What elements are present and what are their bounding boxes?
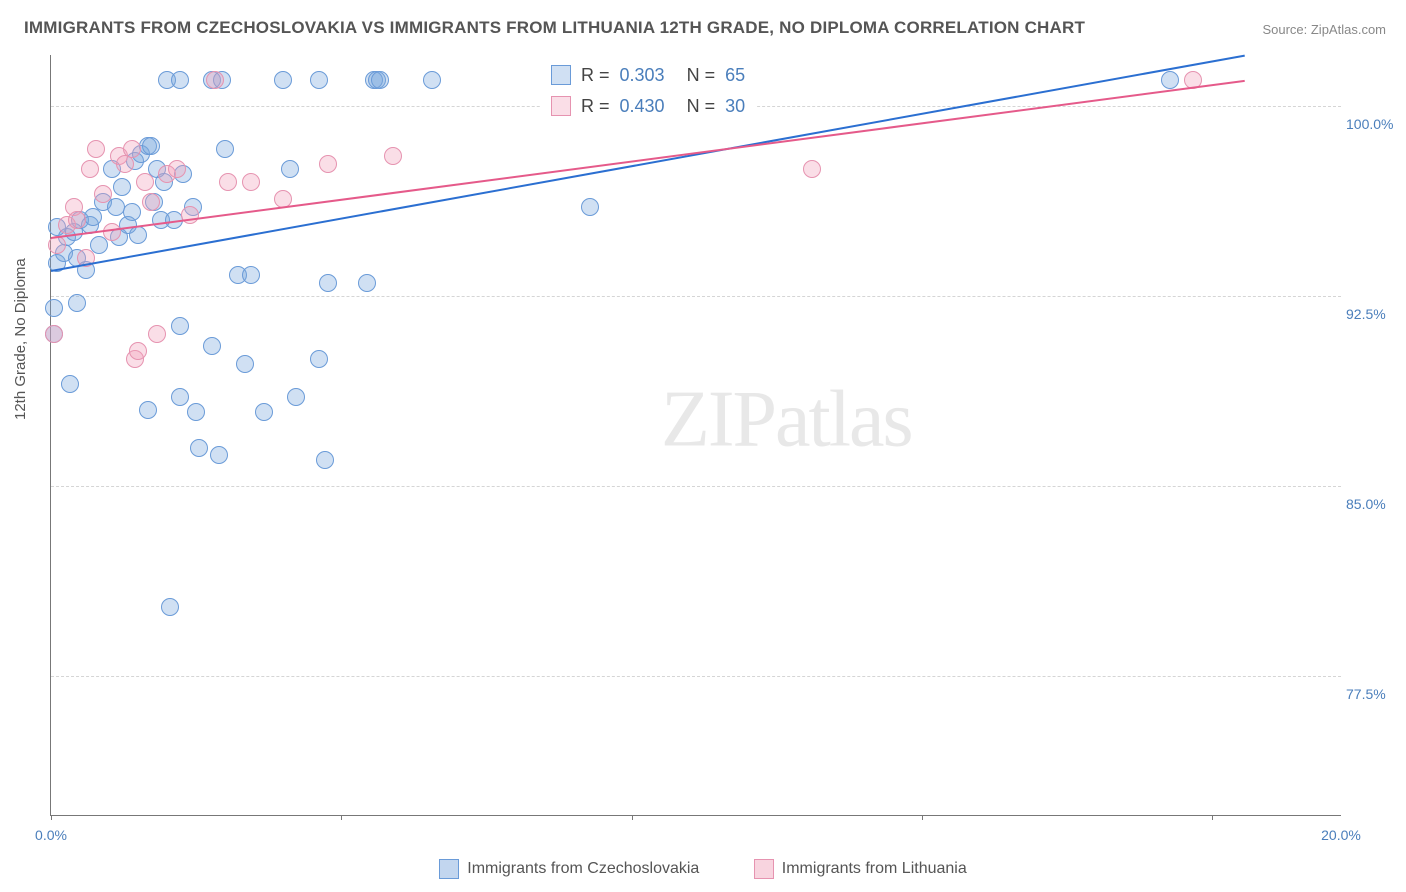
data-point <box>803 160 821 178</box>
swatch-series-1 <box>551 65 571 85</box>
data-point <box>171 388 189 406</box>
y-tick-label: 85.0% <box>1346 496 1401 512</box>
y-tick-label: 92.5% <box>1346 306 1401 322</box>
y-tick-label: 100.0% <box>1346 116 1401 132</box>
data-point <box>68 294 86 312</box>
data-point <box>219 173 237 191</box>
data-point <box>319 155 337 173</box>
data-point <box>87 140 105 158</box>
x-tick-mark <box>632 815 633 820</box>
x-tick-label: 20.0% <box>1321 827 1361 843</box>
data-point <box>171 71 189 89</box>
data-point <box>281 160 299 178</box>
data-point <box>45 299 63 317</box>
data-point <box>581 198 599 216</box>
series-legend: Immigrants from Czechoslovakia Immigrant… <box>0 859 1406 884</box>
data-point <box>310 350 328 368</box>
data-point <box>371 71 389 89</box>
x-tick-label: 0.0% <box>35 827 67 843</box>
data-point <box>103 223 121 241</box>
data-point <box>423 71 441 89</box>
data-point <box>139 401 157 419</box>
x-tick-mark <box>51 815 52 820</box>
data-point <box>203 337 221 355</box>
data-point <box>274 71 292 89</box>
data-point <box>142 137 160 155</box>
y-axis-label: 12th Grade, No Diploma <box>12 258 29 420</box>
data-point <box>210 446 228 464</box>
data-point <box>171 317 189 335</box>
data-point <box>168 160 186 178</box>
swatch-series-2-bottom <box>754 859 774 879</box>
data-point <box>310 71 328 89</box>
data-point <box>287 388 305 406</box>
data-point <box>236 355 254 373</box>
data-point <box>148 325 166 343</box>
data-point <box>316 451 334 469</box>
data-point <box>123 203 141 221</box>
data-point <box>190 439 208 457</box>
x-tick-mark <box>341 815 342 820</box>
data-point <box>216 140 234 158</box>
chart-area: ZIPatlas 100.0%92.5%85.0%77.5%0.0%20.0% <box>50 55 1370 815</box>
data-point <box>242 173 260 191</box>
swatch-series-1-bottom <box>439 859 459 879</box>
legend-row-series-2: R =0.430 N =30 <box>551 91 745 122</box>
gridline <box>51 676 1341 677</box>
data-point <box>129 342 147 360</box>
data-point <box>255 403 273 421</box>
data-point <box>129 226 147 244</box>
data-point <box>84 208 102 226</box>
data-point <box>68 211 86 229</box>
data-point <box>161 598 179 616</box>
x-tick-mark <box>1212 815 1213 820</box>
data-point <box>187 403 205 421</box>
data-point <box>136 173 154 191</box>
gridline <box>51 296 1341 297</box>
plot-region: ZIPatlas 100.0%92.5%85.0%77.5%0.0%20.0% <box>50 55 1341 816</box>
data-point <box>61 375 79 393</box>
data-point <box>242 266 260 284</box>
chart-title: IMMIGRANTS FROM CZECHOSLOVAKIA VS IMMIGR… <box>24 18 1085 38</box>
y-tick-label: 77.5% <box>1346 686 1401 702</box>
gridline <box>51 486 1341 487</box>
data-point <box>123 140 141 158</box>
watermark: ZIPatlas <box>661 374 912 465</box>
legend-row-series-1: R =0.303 N =65 <box>551 60 745 91</box>
legend-item-series-2: Immigrants from Lithuania <box>754 859 967 879</box>
data-point <box>358 274 376 292</box>
data-point <box>142 193 160 211</box>
data-point <box>384 147 402 165</box>
legend-item-series-1: Immigrants from Czechoslovakia <box>439 859 699 879</box>
data-point <box>113 178 131 196</box>
data-point <box>81 160 99 178</box>
data-point <box>45 325 63 343</box>
swatch-series-2 <box>551 96 571 116</box>
data-point <box>206 71 224 89</box>
correlation-legend: R =0.303 N =65 R =0.430 N =30 <box>540 55 756 126</box>
source-credit: Source: ZipAtlas.com <box>1262 22 1386 37</box>
data-point <box>319 274 337 292</box>
data-point <box>94 185 112 203</box>
x-tick-mark <box>922 815 923 820</box>
data-point <box>1161 71 1179 89</box>
